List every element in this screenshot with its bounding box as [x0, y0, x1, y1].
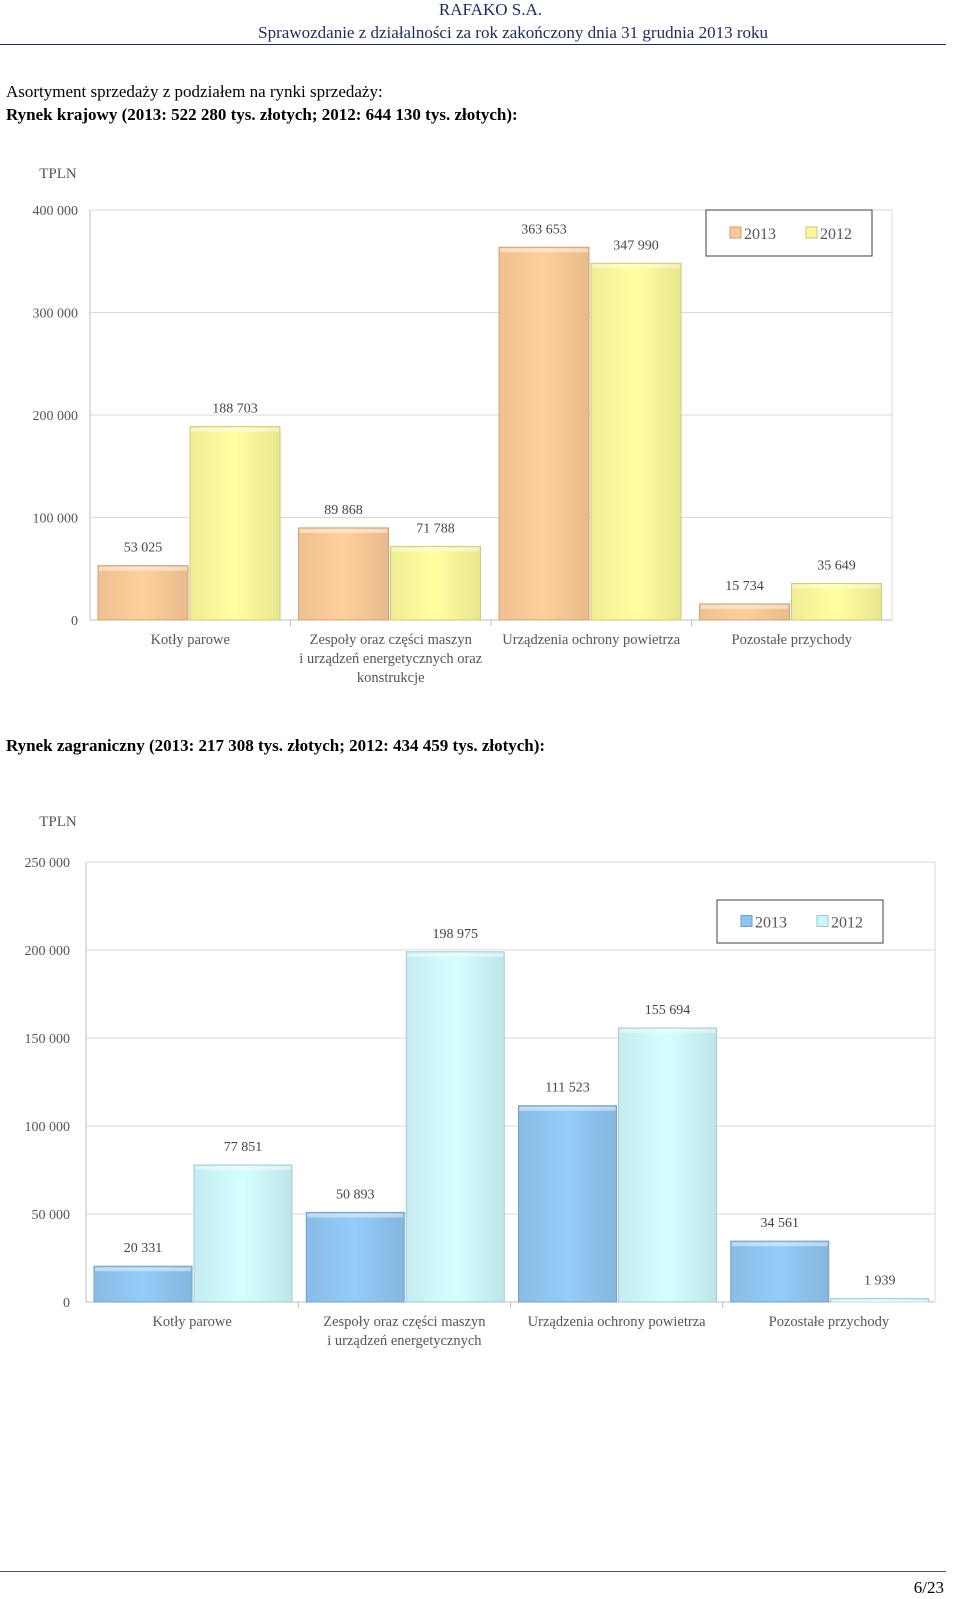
- bar-2012: [405, 951, 505, 1303]
- data-label: 35 649: [817, 558, 856, 573]
- data-label: 34 561: [761, 1216, 800, 1231]
- footer-divider: [0, 1571, 946, 1572]
- bar-2013: [730, 1240, 830, 1303]
- y-tick-label: 250 000: [25, 856, 71, 871]
- bar-highlight: [519, 1106, 616, 1111]
- domestic-heading: Rynek krajowy (2013: 522 280 tys. złotyc…: [6, 105, 518, 124]
- legend-swatch: [729, 226, 742, 239]
- bar-2013: [498, 246, 590, 621]
- category-label: Urządzenia ochrony powietrza: [528, 1314, 707, 1330]
- category-label: konstrukcje: [357, 670, 425, 686]
- legend-swatch: [805, 226, 818, 239]
- y-tick-label: 400 000: [33, 204, 79, 219]
- bar-highlight: [391, 547, 480, 552]
- y-tick-label: 50 000: [32, 1208, 71, 1223]
- data-label: 188 703: [212, 402, 258, 417]
- domestic-chart-svg: TPLN 0 100 000 200 000 300 000 400 000 53 025 1…: [33, 166, 893, 686]
- page-number: 6/23: [913, 1578, 944, 1597]
- bar-highlight: [500, 248, 588, 253]
- y-tick-label: 0: [63, 1296, 70, 1311]
- data-label: 1 939: [864, 1274, 896, 1289]
- legend-swatch: [816, 915, 829, 927]
- bar-highlight: [191, 427, 279, 432]
- foreign-heading: Rynek zagraniczny (2013: 217 308 tys. zł…: [6, 736, 546, 755]
- category-label: Pozostałe przychody: [732, 632, 853, 648]
- legend-label: 2013: [744, 226, 776, 243]
- domestic-chart: TPLN 0 100 000 200 000 300 000 400 000 53 025 1…: [0, 150, 960, 690]
- header-divider: [0, 44, 946, 45]
- data-label: 53 025: [124, 541, 163, 556]
- intro-text: Asortyment sprzedaży z podziałem na rynk…: [6, 82, 383, 101]
- category-label: Kotły parowe: [151, 632, 230, 648]
- bar-2013: [298, 527, 389, 621]
- legend-label: 2012: [831, 915, 863, 932]
- category-label: Pozostałe przychody: [769, 1314, 890, 1330]
- data-label: 89 868: [324, 503, 363, 518]
- y-tick-label: 100 000: [33, 512, 79, 527]
- bar-highlight: [700, 604, 789, 609]
- category-label: i urządzeń energetycznych: [327, 1333, 482, 1349]
- bar-2013: [93, 1265, 193, 1303]
- bar-2012: [390, 545, 481, 621]
- bar-highlight: [831, 1299, 928, 1303]
- bar-2013: [97, 565, 189, 621]
- foreign-chart: TPLN 0 50 000 100 000 150 000 200 000 250 000 2…: [0, 800, 960, 1360]
- bar-2012: [791, 582, 882, 621]
- y-tick-label: 200 000: [33, 409, 79, 424]
- data-label: 77 851: [224, 1140, 263, 1155]
- y-tick-label: 200 000: [25, 944, 71, 959]
- bar-highlight: [307, 1213, 404, 1218]
- data-label: 155 694: [645, 1003, 691, 1018]
- y-axis-unit: TPLN: [39, 166, 77, 182]
- y-tick-label: 0: [71, 614, 78, 629]
- bar-2012: [618, 1027, 717, 1303]
- bar-highlight: [407, 952, 504, 957]
- bar-2012: [193, 1164, 293, 1303]
- bar-highlight: [592, 264, 680, 269]
- foreign-chart-svg: TPLN 0 50 000 100 000 150 000 200 000 250 000 2…: [25, 814, 936, 1349]
- y-tick-label: 300 000: [33, 307, 79, 322]
- legend-label: 2013: [755, 915, 787, 932]
- data-label: 50 893: [336, 1187, 375, 1202]
- report-title: Sprawozdanie z działalności za rok zakoń…: [258, 23, 768, 42]
- y-tick-label: 100 000: [25, 1120, 71, 1135]
- bar-highlight: [299, 528, 388, 533]
- data-label: 347 990: [613, 238, 659, 253]
- y-tick-label: 150 000: [25, 1032, 71, 1047]
- bar-2013: [518, 1105, 617, 1303]
- y-axis-unit: TPLN: [39, 814, 77, 830]
- bar-2012: [189, 426, 281, 621]
- data-label: 71 788: [416, 521, 455, 536]
- data-label: 363 653: [521, 222, 567, 237]
- category-label: Zespoły oraz części maszyn: [310, 632, 473, 648]
- bar-highlight: [99, 566, 187, 571]
- legend-label: 2012: [820, 226, 852, 243]
- category-label: Kotły parowe: [152, 1314, 231, 1330]
- data-label: 198 975: [433, 927, 479, 942]
- bar-2012: [830, 1298, 930, 1303]
- bar-2013: [305, 1211, 405, 1303]
- bar-highlight: [619, 1028, 716, 1033]
- company-name: RAFAKO S.A.: [438, 0, 542, 19]
- data-label: 15 734: [725, 579, 764, 594]
- bar-2012: [590, 262, 682, 621]
- legend-swatch: [740, 915, 753, 927]
- bar-highlight: [195, 1165, 291, 1170]
- category-label: Urządzenia ochrony powietrza: [502, 632, 681, 648]
- data-label: 20 331: [124, 1241, 163, 1256]
- bar-highlight: [731, 1242, 828, 1247]
- bar-highlight: [792, 584, 881, 589]
- bar-2013: [699, 603, 790, 621]
- bar-highlight: [95, 1267, 191, 1272]
- category-label: Zespoły oraz części maszyn: [323, 1314, 486, 1330]
- category-label: i urządzeń energetycznych oraz: [299, 651, 482, 667]
- data-label: 111 523: [545, 1081, 589, 1096]
